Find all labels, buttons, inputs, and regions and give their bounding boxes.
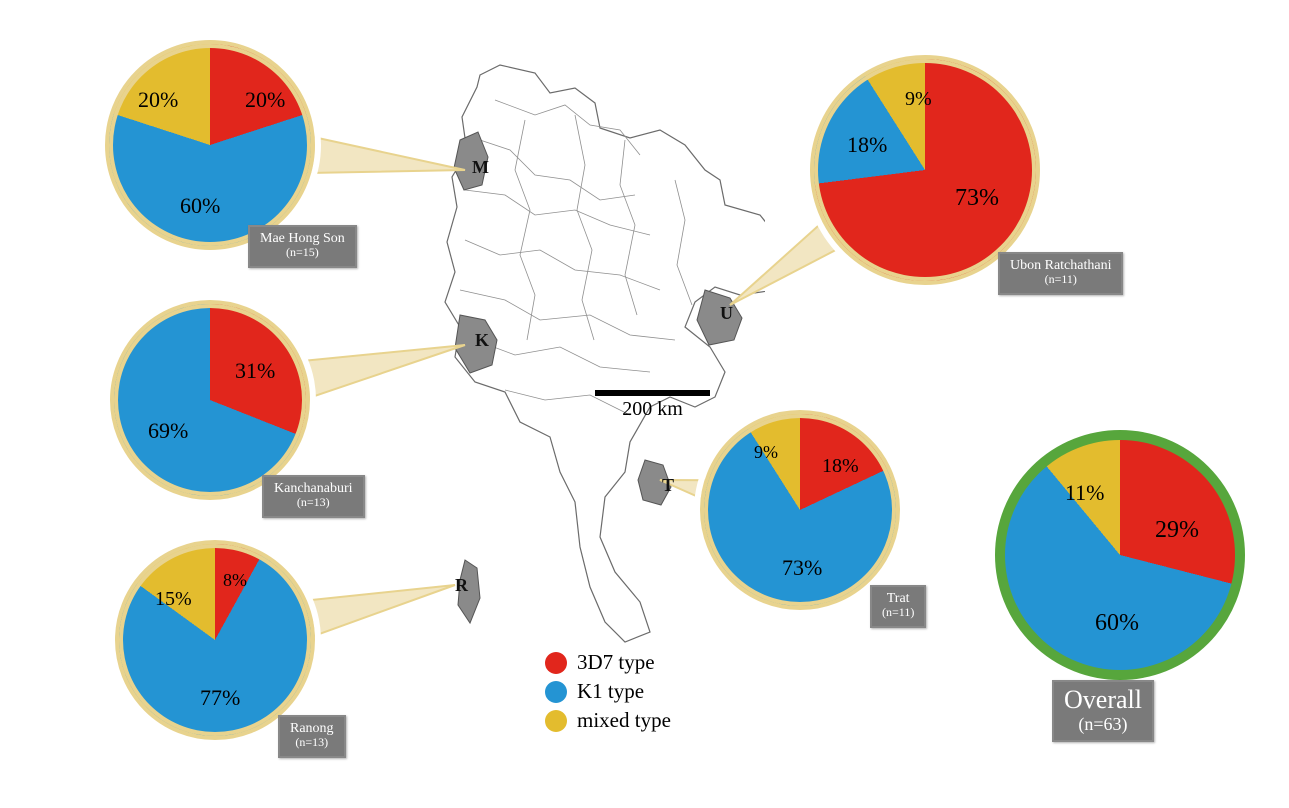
pie-pct-label: 29% <box>1155 517 1199 544</box>
location-n: (n=13) <box>290 736 334 749</box>
location-tag-ubon: Ubon Ratchathani(n=11) <box>998 252 1123 295</box>
location-name: Trat <box>887 591 910 606</box>
location-n: (n=63) <box>1064 715 1142 735</box>
scale-bar-line <box>595 390 710 396</box>
pie-pct-label: 60% <box>1095 610 1139 637</box>
pie-pct-label: 60% <box>180 193 220 219</box>
pie-pct-label: 11% <box>1065 480 1105 506</box>
location-n: (n=11) <box>1010 273 1111 286</box>
pie-disc <box>995 430 1245 680</box>
location-name: Kanchanaburi <box>274 481 353 496</box>
pie-pct-label: 8% <box>223 570 247 591</box>
map-letter-U: U <box>720 303 733 324</box>
location-name: Ubon Ratchathani <box>1010 258 1111 273</box>
location-tag-ranong: Ranong(n=13) <box>278 715 346 758</box>
pie-overall: 29% 60% 11% <box>995 430 1245 680</box>
map-letter-T: T <box>662 475 674 496</box>
location-name: Mae Hong Son <box>260 231 345 246</box>
legend-label: mixed type <box>577 708 671 733</box>
location-tag-mhs: Mae Hong Son(n=15) <box>248 225 357 268</box>
location-tag-kanchanaburi: Kanchanaburi(n=13) <box>262 475 365 518</box>
legend-row: K1 type <box>545 679 671 704</box>
pie-trat: 18% 73% 9% <box>700 410 900 610</box>
pie-pct-label: 15% <box>155 588 192 611</box>
scale-bar-label: 200 km <box>595 398 710 421</box>
pie-pct-label: 69% <box>148 418 188 444</box>
pie-ranong: 8% 77% 15% <box>115 540 315 740</box>
location-name: Overall <box>1064 685 1142 714</box>
legend-dot <box>545 652 567 674</box>
pie-pct-label: 77% <box>200 685 240 711</box>
legend-row: 3D7 type <box>545 650 671 675</box>
scale-bar: 200 km <box>595 390 710 421</box>
legend-label: 3D7 type <box>577 650 655 675</box>
pie-pct-label: 9% <box>905 88 932 111</box>
location-tag-trat: Trat(n=11) <box>870 585 926 628</box>
legend-dot <box>545 710 567 732</box>
pie-pct-label: 73% <box>955 185 999 212</box>
legend-dot <box>545 681 567 703</box>
pie-pct-label: 18% <box>822 455 859 478</box>
pie-mhs: 20% 60% 20% <box>105 40 315 250</box>
location-n: (n=13) <box>274 496 353 509</box>
pie-ubon: 73% 18% 9% <box>810 55 1040 285</box>
pie-disc <box>110 300 310 500</box>
pie-pct-label: 9% <box>754 442 778 463</box>
pie-pct-label: 73% <box>782 555 822 581</box>
location-name: Ranong <box>290 721 334 736</box>
location-tag-overall: Overall(n=63) <box>1052 680 1154 742</box>
map-letter-M: M <box>472 157 489 178</box>
map-letter-R: R <box>455 575 468 596</box>
legend-row: mixed type <box>545 708 671 733</box>
location-n: (n=15) <box>260 246 345 259</box>
legend-label: K1 type <box>577 679 644 704</box>
pie-kanchanaburi: 31% 69% <box>110 300 310 500</box>
pie-pct-label: 31% <box>235 358 275 384</box>
legend: 3D7 type K1 type mixed type <box>545 650 671 737</box>
location-n: (n=11) <box>882 606 914 619</box>
pie-pct-label: 20% <box>138 87 178 113</box>
map-letter-K: K <box>475 330 489 351</box>
pie-pct-label: 20% <box>245 87 285 113</box>
pie-pct-label: 18% <box>847 132 887 158</box>
